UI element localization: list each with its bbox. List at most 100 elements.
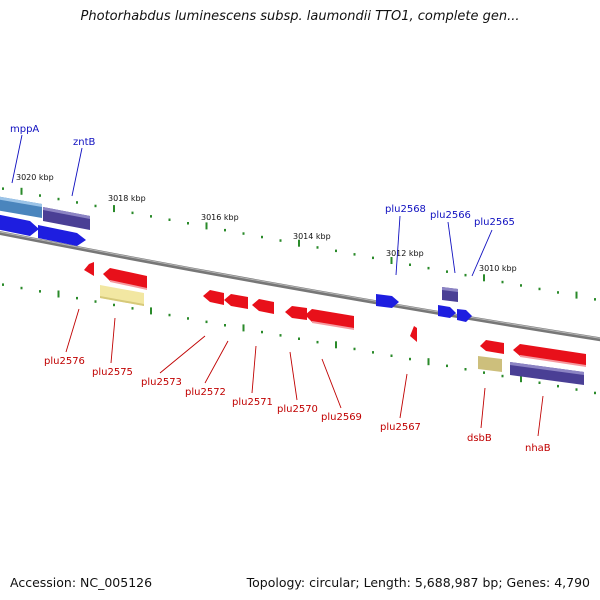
- gene-label-plu2568[interactable]: plu2568: [385, 204, 426, 215]
- forward-labels: mppA zntB plu2568 plu2566 plu2565: [10, 124, 515, 277]
- scale-label: 3012 kbp: [386, 249, 424, 258]
- tick-minor: [316, 246, 319, 249]
- genome-backbone-highlight: [0, 231, 600, 339]
- gene-shade: [312, 321, 354, 330]
- tick-minor: [446, 270, 448, 273]
- gene-plu2575-body[interactable]: [100, 285, 144, 306]
- tick-minor: [279, 239, 282, 242]
- tick-minor: [94, 300, 97, 303]
- gene-label-plu2567[interactable]: plu2567: [380, 422, 421, 433]
- gene-nhaB-body[interactable]: [510, 362, 584, 385]
- leader-line: [159, 335, 206, 374]
- accession-text: Accession: NC_005126: [10, 575, 153, 590]
- tick-row-lower: [2, 283, 596, 395]
- gene-plu2565-body[interactable]: [457, 309, 472, 322]
- tick-minor: [446, 364, 448, 368]
- gene-label-plu2565[interactable]: plu2565: [474, 217, 515, 228]
- tick-minor: [76, 296, 78, 300]
- tick-minor: [575, 388, 578, 391]
- gene-plu2567-body[interactable]: [410, 326, 417, 342]
- gene-shade: [510, 362, 584, 375]
- gene-plu2570-body[interactable]: [285, 306, 307, 320]
- tick-major: [150, 307, 152, 315]
- leader-line: [65, 308, 80, 353]
- tick-minor: [483, 371, 485, 374]
- gene-dsbB-body[interactable]: [478, 356, 502, 372]
- tick-major: [20, 187, 23, 195]
- gene-blue-arrow[interactable]: [38, 225, 86, 246]
- tick-major: [298, 239, 300, 247]
- gene-blue-arrow[interactable]: [0, 214, 39, 236]
- tick-minor: [464, 273, 467, 277]
- tick-minor: [224, 228, 226, 232]
- tick-minor: [113, 303, 115, 307]
- leader-line: [537, 395, 544, 437]
- gene-plu2571-body[interactable]: [252, 299, 274, 314]
- tick-minor: [298, 337, 300, 340]
- tick-minor: [187, 222, 189, 225]
- gene-label-plu2575[interactable]: plu2575: [92, 367, 133, 378]
- reverse-genes: [84, 262, 586, 385]
- gene-red-body[interactable]: [103, 268, 147, 289]
- tick-minor: [390, 354, 393, 357]
- tick-minor: [520, 284, 522, 287]
- scale-label: 3020 kbp: [16, 173, 54, 182]
- gene-label-plu2571[interactable]: plu2571: [232, 397, 273, 408]
- tick-minor: [372, 256, 374, 260]
- gene-label-plu2566[interactable]: plu2566: [430, 210, 471, 221]
- leader-line: [447, 221, 456, 274]
- tick-minor: [372, 351, 374, 354]
- leader-line: [204, 340, 229, 384]
- leader-line: [71, 147, 83, 197]
- gene-label-dsbB[interactable]: dsbB: [467, 433, 492, 444]
- gene-label-zntB[interactable]: zntB: [73, 137, 96, 148]
- gene-label-plu2569[interactable]: plu2569: [321, 412, 362, 423]
- scale-label: 3016 kbp: [201, 213, 239, 222]
- tick-minor: [279, 334, 282, 337]
- tick-minor: [261, 330, 263, 334]
- gene-label-plu2572[interactable]: plu2572: [185, 387, 226, 398]
- tick-minor: [501, 280, 504, 284]
- gene-label-plu2570[interactable]: plu2570: [277, 404, 318, 415]
- scale-label: 3010 kbp: [479, 264, 517, 273]
- tick-minor: [94, 204, 97, 208]
- gene-red-body[interactable]: [513, 344, 586, 366]
- tick-minor: [261, 235, 263, 239]
- gene-plu2573-body[interactable]: [203, 290, 224, 305]
- tick-minor: [168, 313, 171, 317]
- tick-major: [113, 205, 115, 213]
- leader-line: [399, 373, 408, 419]
- gene-plu2568-body[interactable]: [376, 294, 399, 308]
- gene-shade: [520, 355, 586, 367]
- gene-label-plu2573[interactable]: plu2573: [141, 377, 182, 388]
- tick-major: [427, 358, 430, 366]
- gene-plu2576-body[interactable]: [84, 262, 94, 276]
- gene-label-nhaB[interactable]: nhaB: [525, 443, 551, 454]
- tick-minor: [76, 201, 78, 204]
- tick-minor: [39, 194, 41, 197]
- tick-major: [205, 222, 208, 230]
- tick-minor: [57, 197, 60, 201]
- gene-blue-arrow[interactable]: [438, 305, 456, 318]
- scale-label: 3018 kbp: [108, 194, 146, 203]
- gene-shade: [43, 207, 90, 219]
- tick-minor: [538, 381, 541, 384]
- gene-label-mppA[interactable]: mppA: [10, 124, 39, 135]
- gene-plu2572-body[interactable]: [224, 294, 248, 309]
- leader-line: [480, 387, 486, 429]
- gene-plu2569-body[interactable]: [305, 309, 354, 329]
- gene-mppA-body[interactable]: [0, 196, 42, 218]
- tick-minor: [557, 384, 559, 388]
- gene-red-body[interactable]: [480, 340, 504, 354]
- gene-shade: [0, 196, 42, 207]
- scale-label: 3014 kbp: [293, 232, 331, 241]
- tick-minor: [131, 211, 134, 215]
- tick-minor: [409, 263, 411, 266]
- tick-minor: [353, 347, 356, 351]
- gene-label-plu2576[interactable]: plu2576: [44, 356, 85, 367]
- gene-zntB-body[interactable]: [43, 207, 90, 230]
- tick-minor: [557, 291, 559, 294]
- tick-row-upper: [2, 187, 596, 301]
- tick-major: [390, 257, 393, 264]
- tick-minor: [187, 317, 189, 320]
